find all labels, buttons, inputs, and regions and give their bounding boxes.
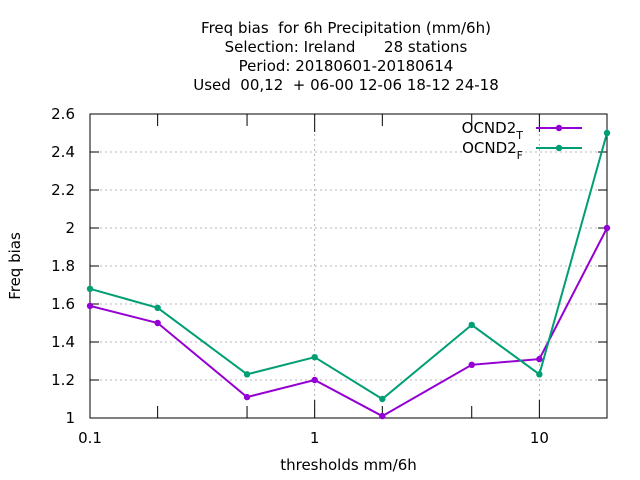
- y-tick-label: 1.6: [51, 295, 75, 313]
- data-point: [154, 304, 161, 311]
- tick-labels: 11.21.41.61.822.22.42.60.1 1 10: [51, 105, 549, 447]
- series-line: [89, 227, 608, 418]
- title-line: Selection: Ireland 28 stations: [225, 38, 468, 56]
- x-tick-label: 0.1: [78, 429, 102, 447]
- x-axis-label: thresholds mm/6h: [280, 456, 417, 474]
- x-tick-label: 10: [530, 429, 549, 447]
- data-point: [311, 376, 318, 384]
- y-tick-label: 2: [65, 219, 75, 237]
- data-point: [86, 285, 94, 292]
- title-line: Freq bias for 6h Precipitation (mm/6h): [201, 19, 491, 37]
- series-line: [89, 132, 608, 401]
- data-point: [154, 319, 161, 327]
- x-tick-label: 1: [310, 429, 320, 447]
- grid: [90, 114, 607, 418]
- legend-label: OCND2T: [462, 119, 524, 142]
- y-tick-label: 2.2: [51, 181, 75, 199]
- y-tick-label: 1.4: [51, 333, 75, 351]
- legend-item: OCND2T: [462, 119, 582, 142]
- data-point: [379, 395, 386, 403]
- data-point: [468, 361, 475, 368]
- legend-marker: [555, 144, 563, 152]
- y-tick-label: 2.4: [51, 143, 75, 161]
- legend-marker: [555, 124, 563, 132]
- y-tick-label: 1.8: [51, 257, 75, 275]
- data-point: [603, 129, 611, 137]
- legend-label: OCND2F: [462, 139, 523, 162]
- series-F: [86, 129, 611, 403]
- legend-item: OCND2F: [462, 139, 582, 162]
- axis-ticks: [89, 113, 608, 419]
- data-point: [311, 354, 318, 361]
- y-tick-label: 2.6: [51, 105, 75, 123]
- data-point: [536, 355, 543, 363]
- title-line: Period: 20180601-20180614: [239, 57, 454, 75]
- y-tick-label: 1: [65, 409, 75, 427]
- data-point: [603, 224, 611, 232]
- data-point: [468, 321, 475, 329]
- title-line: Used 00,12 + 06-00 12-06 18-12 24-18: [193, 76, 499, 94]
- series-T: [86, 224, 611, 420]
- data-point: [536, 371, 543, 378]
- y-axis-label: Freq bias: [6, 232, 24, 300]
- series: [86, 129, 611, 420]
- chart-title: Freq bias for 6h Precipitation (mm/6h)Se…: [193, 19, 499, 94]
- plot-frame: [89, 113, 608, 419]
- y-tick-label: 1.2: [51, 371, 75, 389]
- data-point: [243, 393, 251, 401]
- data-point: [243, 371, 251, 378]
- data-point: [86, 302, 94, 310]
- data-point: [379, 412, 386, 420]
